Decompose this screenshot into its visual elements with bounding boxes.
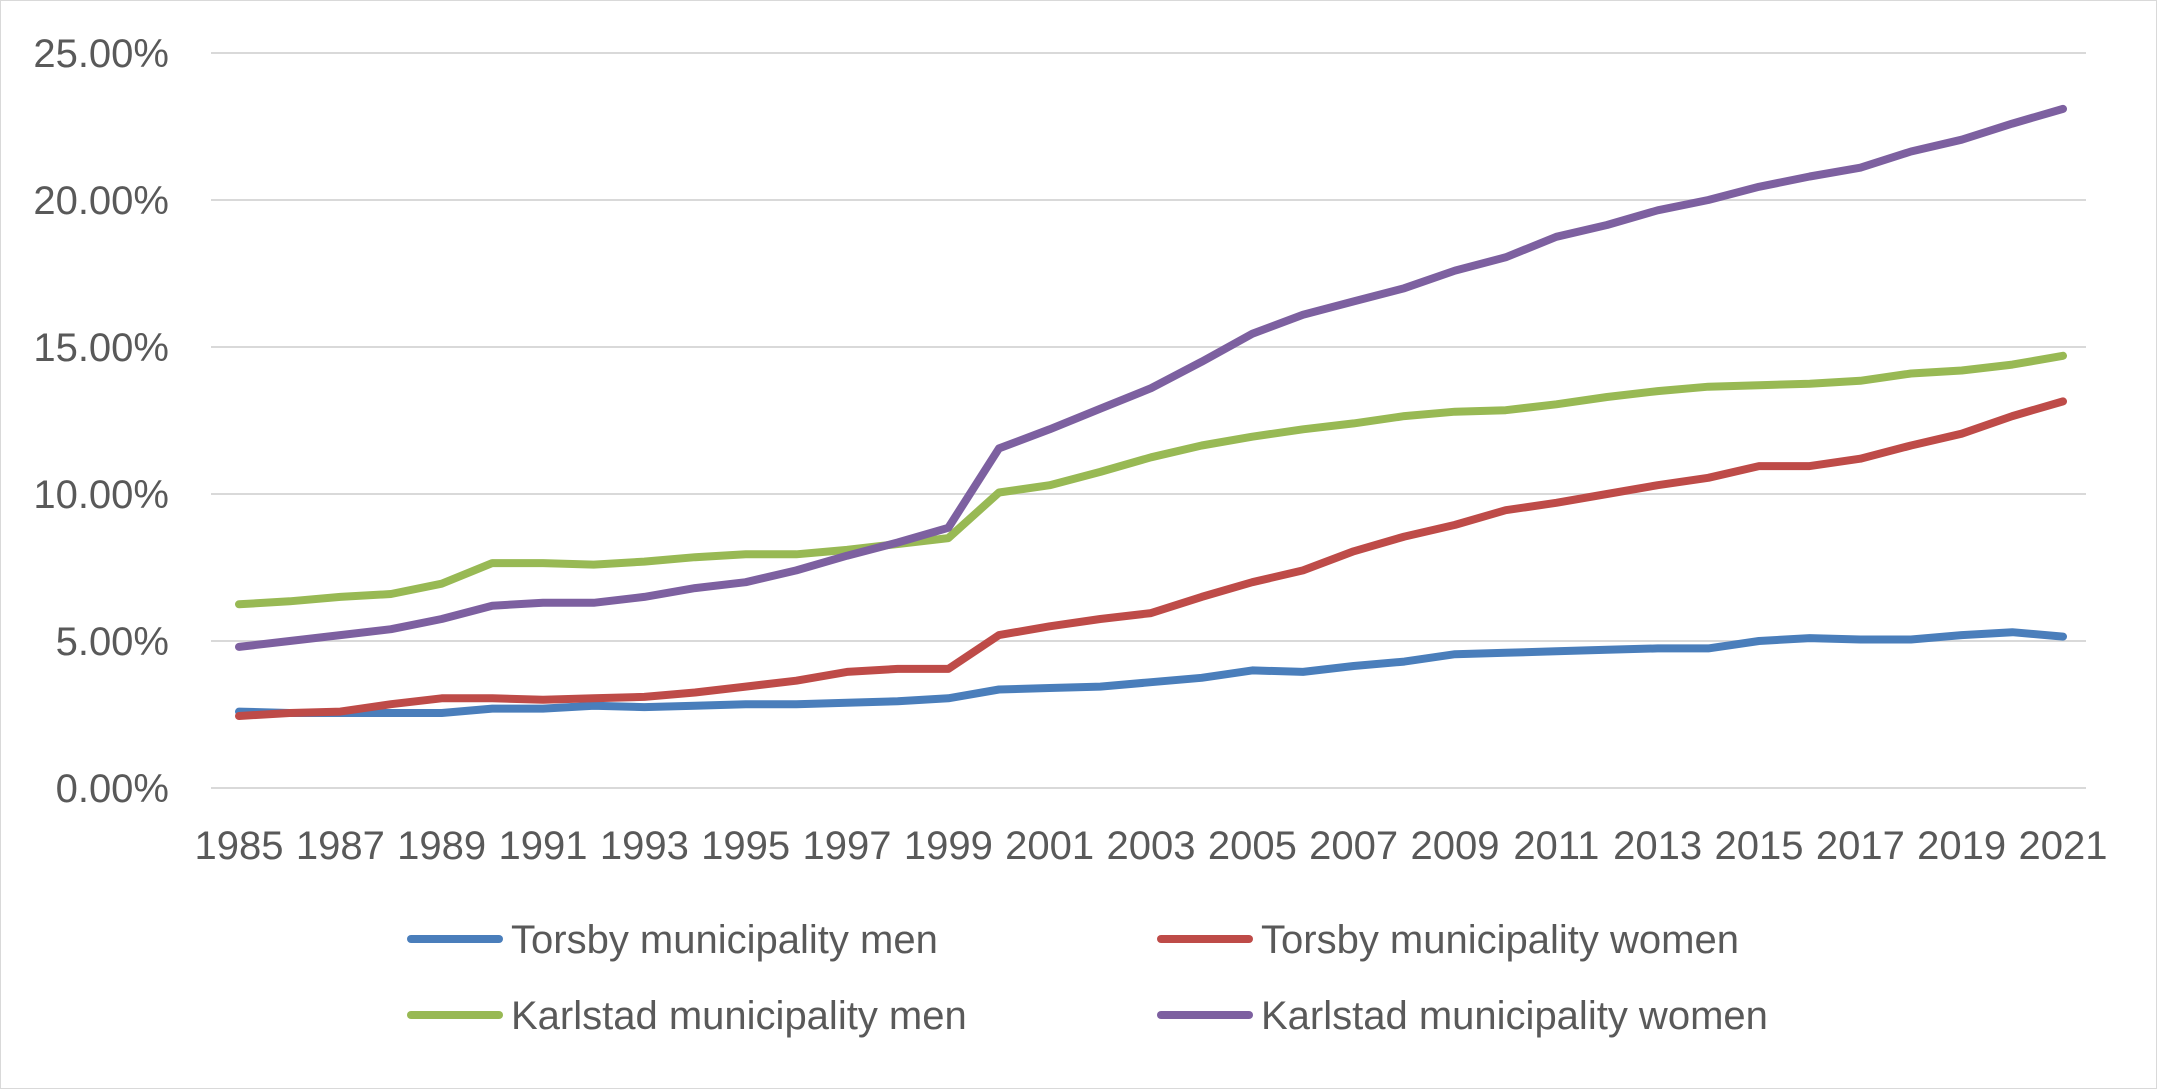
x-tick-label: 2007	[1309, 824, 1398, 868]
x-tick-label: 2001	[1005, 824, 1094, 868]
legend: Torsby municipality men Torsby municipali…	[407, 918, 1768, 1038]
x-tick-label: 2021	[2019, 824, 2108, 868]
x-tick-label: 1989	[397, 824, 486, 868]
legend-label: Torsby municipality men	[511, 918, 938, 962]
x-tick-label: 1987	[296, 824, 385, 868]
x-tick-label: 1997	[803, 824, 892, 868]
series-line-3	[235, 351, 2067, 609]
y-tick-label: 15.00%	[33, 326, 169, 370]
x-tick-label: 2017	[1816, 824, 1905, 868]
series-lines	[235, 104, 2067, 720]
y-tick-label: 5.00%	[56, 620, 169, 664]
y-tick-label: 25.00%	[33, 32, 169, 76]
series-line-4	[235, 104, 2067, 651]
x-tick-label: 2011	[1513, 824, 1599, 868]
legend-label: Karlstad municipality men	[511, 994, 967, 1038]
x-tick-label: 2009	[1411, 824, 1500, 868]
y-axis-ticks: 0.00% 5.00% 10.00% 15.00% 20.00% 25.00%	[33, 32, 169, 811]
x-tick-label: 1985	[195, 824, 284, 868]
x-tick-label: 2003	[1107, 824, 1196, 868]
x-axis-ticks: 1985 1987 1989 1991 1993 1995 1997 1999 2001 2003…	[195, 824, 2108, 868]
x-tick-label: 2015	[1715, 824, 1804, 868]
legend-label: Torsby municipality women	[1261, 918, 1739, 962]
x-tick-label: 2019	[1917, 824, 2006, 868]
x-tick-label: 2013	[1613, 824, 1702, 868]
y-tick-label: 0.00%	[56, 767, 169, 811]
x-tick-label: 2005	[1208, 824, 1297, 868]
gridlines	[211, 52, 2086, 789]
y-tick-label: 20.00%	[33, 179, 169, 223]
legend-label: Karlstad municipality women	[1261, 994, 1768, 1038]
x-tick-label: 1999	[904, 824, 993, 868]
y-tick-label: 10.00%	[33, 473, 169, 517]
x-tick-label: 1991	[499, 824, 588, 868]
x-tick-label: 1993	[600, 824, 689, 868]
x-tick-label: 1995	[701, 824, 790, 868]
series-line-1	[235, 628, 2067, 717]
series-line-2	[235, 397, 2067, 720]
